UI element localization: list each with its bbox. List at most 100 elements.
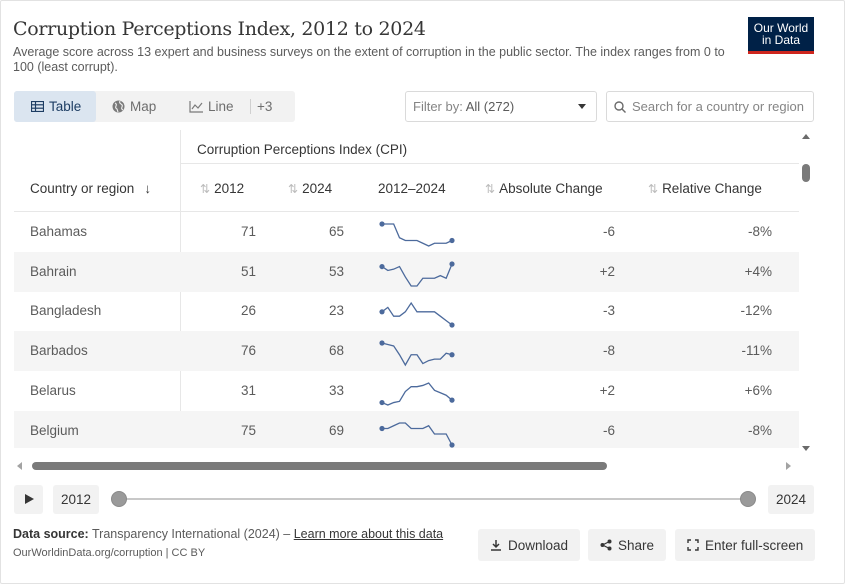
- horizontal-scroll-thumb[interactable]: [32, 462, 607, 470]
- learn-more-link[interactable]: Learn more about this data: [293, 527, 444, 541]
- share-button[interactable]: Share: [588, 529, 667, 561]
- cell-relative-change: -8%: [747, 422, 772, 438]
- sort-icon: ⇅: [288, 181, 299, 196]
- sparkline: [379, 382, 455, 406]
- cell-2024: 53: [328, 263, 344, 279]
- scroll-up-icon[interactable]: [802, 134, 810, 139]
- cell-relative-change: -12%: [740, 303, 772, 319]
- search-box[interactable]: [606, 91, 814, 122]
- cell-country: Belarus: [30, 382, 76, 398]
- search-icon: [614, 101, 626, 113]
- fullscreen-button[interactable]: Enter full-screen: [675, 529, 816, 561]
- line-chart-icon: [189, 100, 203, 113]
- page-subtitle: Average score across 13 expert and busin…: [13, 45, 725, 74]
- sparkline-start-point: [379, 399, 385, 405]
- scroll-left-icon[interactable]: [17, 462, 22, 470]
- sparkline: [379, 261, 455, 287]
- tab-more[interactable]: +3: [257, 91, 272, 122]
- header-relative-change[interactable]: ⇅ Relative Change: [648, 181, 762, 196]
- sparkline-end-point: [449, 237, 455, 244]
- tab-map[interactable]: Map: [112, 91, 156, 122]
- header-country-label: Country or region: [30, 181, 135, 196]
- sparkline: [379, 221, 455, 247]
- tab-table[interactable]: Table: [14, 91, 96, 122]
- logo-line-1: Our World: [753, 21, 809, 35]
- sparkline-line: [381, 342, 453, 367]
- cell-2012: 26: [240, 303, 256, 319]
- play-button[interactable]: [14, 485, 43, 514]
- header-divider: [14, 211, 799, 212]
- cell-country: Bahrain: [30, 263, 77, 279]
- source-label: Data source:: [13, 527, 89, 541]
- filter-prefix: Filter by:: [413, 99, 466, 114]
- data-source: Data source: Transparency International …: [13, 527, 443, 541]
- cell-2012: 76: [240, 343, 256, 359]
- owid-logo[interactable]: Our World in Data: [748, 17, 814, 54]
- sort-icon: ⇅: [648, 181, 659, 196]
- search-input[interactable]: [632, 99, 807, 114]
- table-row[interactable]: Belarus 31 33 +2 +6%: [14, 371, 799, 411]
- filter-dropdown[interactable]: Filter by: All (272): [405, 91, 597, 122]
- tab-line[interactable]: Line: [189, 91, 234, 122]
- fullscreen-label: Enter full-screen: [705, 537, 804, 553]
- source-text: Transparency International (2024) –: [88, 527, 294, 541]
- cell-absolute-change: -6: [602, 422, 615, 438]
- sort-icon: ⇅: [200, 181, 211, 196]
- page-title: Corruption Perceptions Index, 2012 to 20…: [13, 18, 426, 40]
- table-row[interactable]: Bangladesh 26 23 -3 -12%: [14, 291, 799, 331]
- horizontal-scrollbar[interactable]: [14, 459, 799, 473]
- timeline-track[interactable]: [119, 498, 748, 500]
- scroll-down-icon[interactable]: [802, 446, 810, 451]
- super-header-divider: [180, 163, 799, 164]
- share-label: Share: [618, 537, 655, 553]
- header-2024-label: 2024: [302, 181, 333, 196]
- header-2024[interactable]: ⇅ 2024: [288, 181, 332, 196]
- table-row[interactable]: Bahrain 51 53 +2 +4%: [14, 251, 799, 292]
- scroll-right-icon[interactable]: [786, 462, 791, 470]
- table-icon: [31, 101, 44, 112]
- sparkline-end-point: [449, 261, 455, 267]
- vertical-scrollbar[interactable]: [799, 130, 813, 455]
- table-row[interactable]: Belgium 75 69 -6 -8%: [14, 410, 799, 448]
- table-super-header: Corruption Perceptions Index (CPI): [197, 142, 408, 157]
- tab-divider: [250, 99, 251, 114]
- sparkline: [379, 421, 455, 448]
- header-sparkline: 2012–2024: [378, 181, 446, 196]
- tab-map-label: Map: [130, 99, 157, 114]
- table-row[interactable]: Barbados 76 68 -8 -11%: [14, 331, 799, 372]
- cell-country: Barbados: [30, 343, 88, 359]
- sparkline-end-point: [449, 322, 455, 328]
- sparkline-line: [381, 263, 453, 287]
- sort-icon: ⇅: [485, 181, 496, 196]
- download-button[interactable]: Download: [478, 529, 581, 561]
- header-absolute-change[interactable]: ⇅ Absolute Change: [485, 181, 603, 196]
- chevron-down-icon: [578, 104, 586, 109]
- cell-country: Bahamas: [30, 224, 88, 239]
- header-sparkline-label: 2012–2024: [378, 181, 446, 196]
- timeline-end-year: 2024: [768, 485, 815, 514]
- cell-country: Belgium: [30, 422, 79, 438]
- timeline-start-handle[interactable]: [111, 491, 127, 507]
- sparkline: [379, 340, 455, 367]
- sparkline-end-point: [449, 352, 455, 358]
- sparkline-end-point: [449, 397, 455, 403]
- cell-2024: 68: [328, 343, 344, 359]
- header-2012[interactable]: ⇅ 2012: [200, 181, 244, 196]
- logo-line-2: in Data: [761, 33, 801, 47]
- cell-2024: 65: [328, 224, 344, 239]
- tab-more-label: +3: [257, 99, 273, 114]
- cell-absolute-change: -3: [602, 303, 615, 319]
- sparkline-start-point: [379, 263, 385, 269]
- cell-relative-change: -8%: [747, 224, 772, 239]
- tab-table-label: Table: [49, 99, 82, 114]
- header-relative-change-label: Relative Change: [662, 181, 762, 196]
- globe-icon: [112, 100, 125, 113]
- play-icon: [25, 494, 34, 504]
- header-country[interactable]: Country or region ↓: [30, 181, 151, 196]
- sparkline: [379, 302, 455, 328]
- sparkline-start-point: [379, 221, 385, 227]
- table-row[interactable]: Bahamas 71 65 -6 -8%: [14, 212, 799, 252]
- sparkline-line: [382, 223, 453, 247]
- timeline-end-handle[interactable]: [740, 491, 756, 507]
- vertical-scroll-thumb[interactable]: [802, 164, 810, 182]
